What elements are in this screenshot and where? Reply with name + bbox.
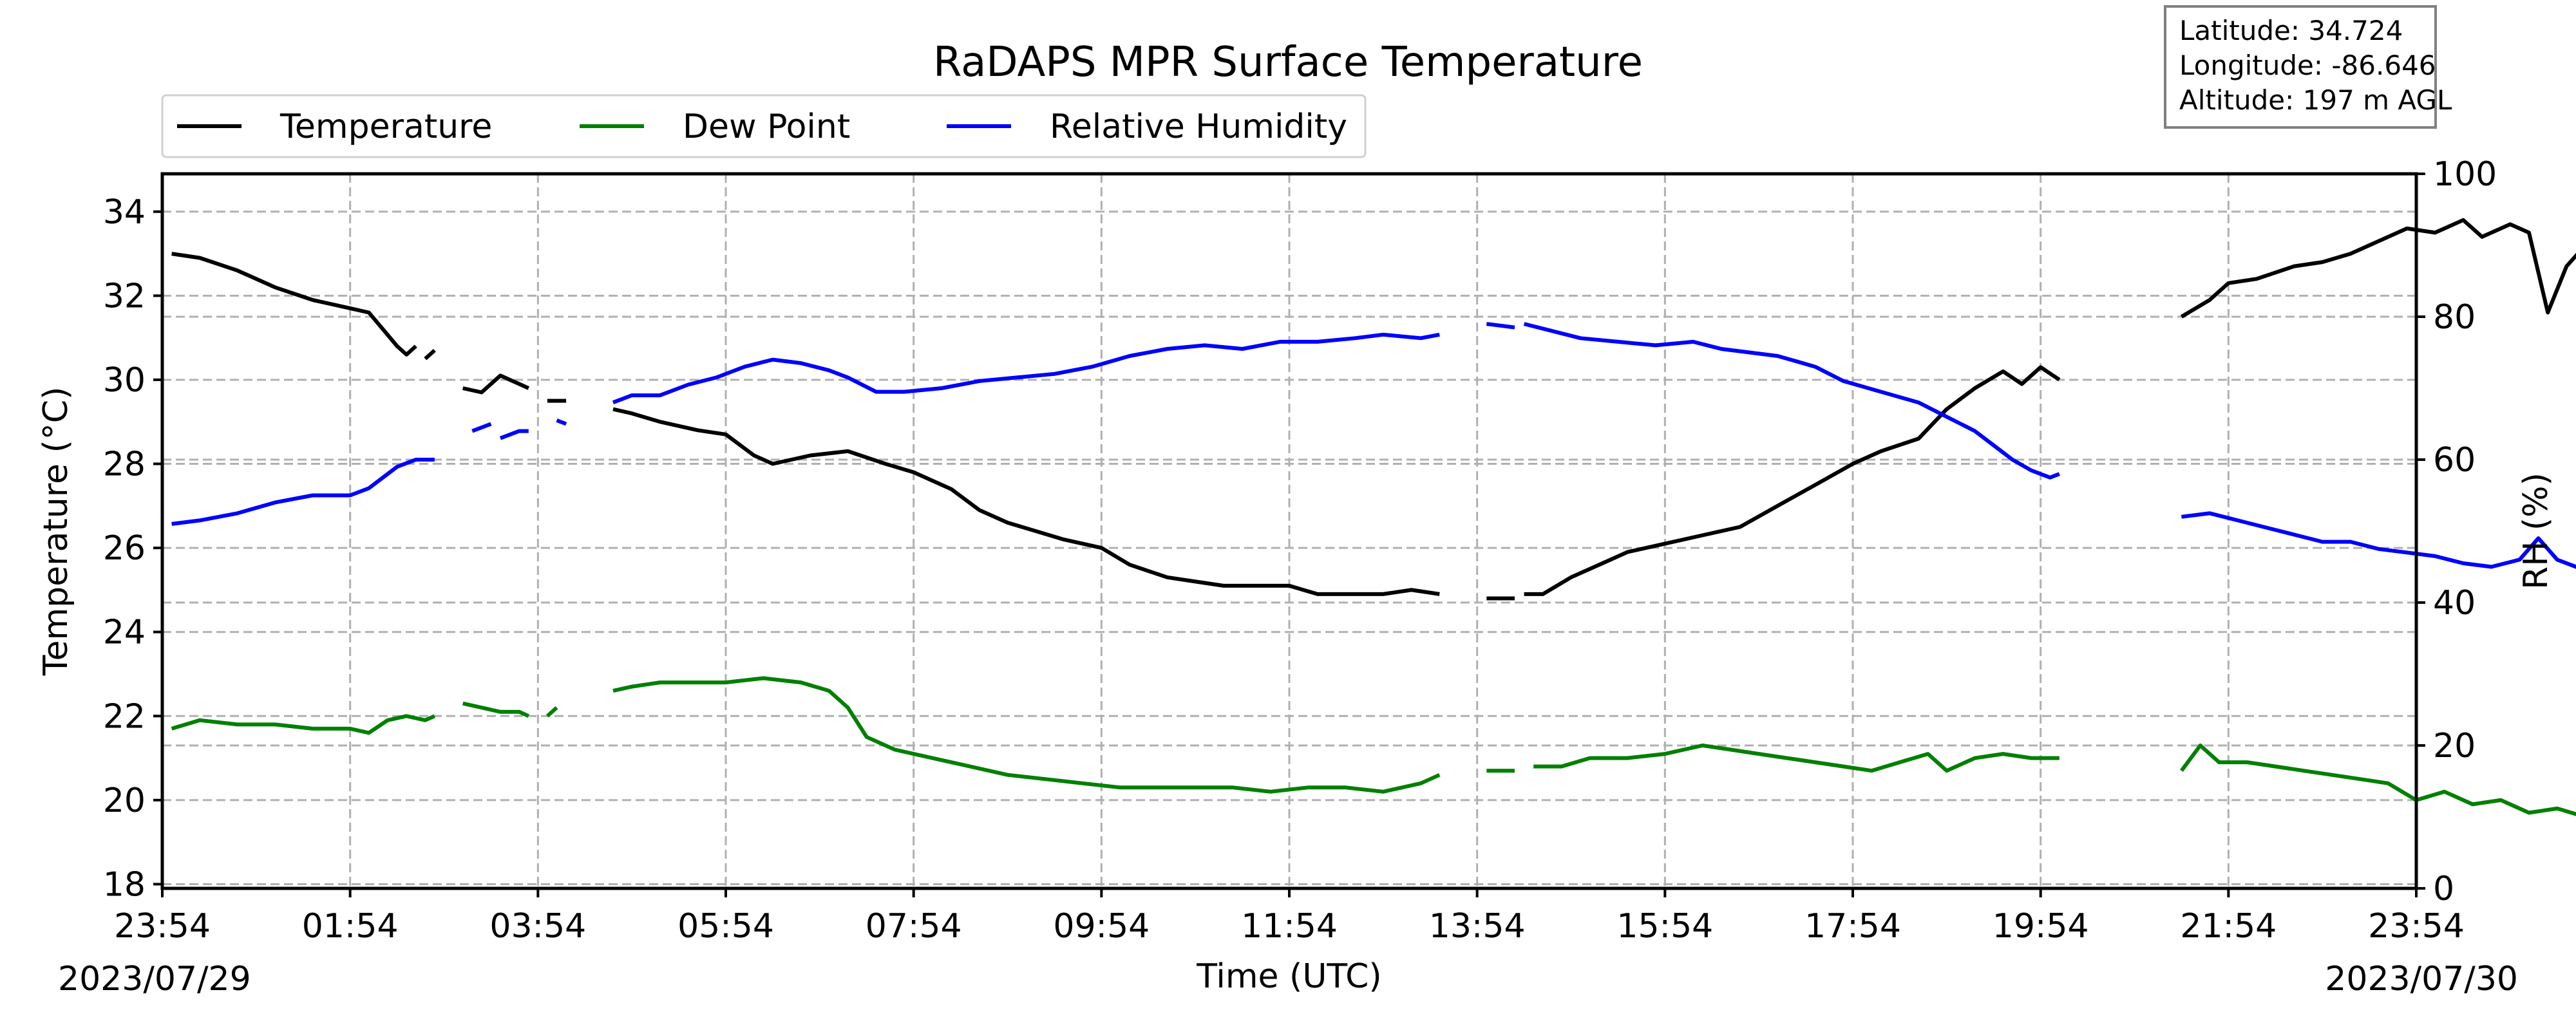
temperature-line [462, 373, 530, 395]
latitude-text: Latitude: 34.724 [2179, 15, 2403, 46]
x-tick-label: 21:54 [2180, 907, 2277, 946]
longitude-text: Longitude: -86.646 [2179, 50, 2436, 81]
altitude-text: Altitude: 197 m AGL [2179, 84, 2452, 116]
relative-humidity-line [1523, 322, 2060, 480]
relative-humidity-line [499, 429, 529, 440]
y-tick-label-left: 34 [103, 193, 146, 232]
y-tick-label-right: 0 [2433, 870, 2454, 908]
info-box-frame [2164, 5, 2437, 129]
x-tick-label: 23:54 [114, 907, 211, 946]
series-relative-humidity [171, 322, 2576, 569]
x-tick-label: 23:54 [2368, 907, 2465, 946]
legend-items: Temperature Dew Point Relative Humidity [177, 108, 1347, 146]
dew-point-line [2179, 744, 2576, 816]
x-tick-label: 03:54 [489, 907, 586, 946]
y-tick-label-left: 24 [103, 613, 146, 652]
dew-point-line [171, 714, 436, 735]
grid [162, 173, 2416, 890]
temperature-line [612, 407, 1440, 596]
temperature-line [424, 348, 436, 360]
dew-point-line [612, 676, 1441, 794]
y-tick-label-right: 40 [2433, 584, 2476, 623]
x-tick-label: 19:54 [1993, 907, 2089, 946]
temperature-line [2180, 218, 2576, 319]
x-tick-label: 17:54 [1804, 907, 1901, 946]
y-tick-label-left: 32 [103, 277, 146, 315]
legend: Temperature Dew Point Relative Humidity [161, 94, 1367, 158]
x-tick-label: 13:54 [1429, 907, 1526, 946]
legend-label-dew-point: Dew Point [683, 108, 850, 146]
y-tick-label-left: 22 [103, 697, 146, 736]
x-tick-label: 09:54 [1053, 907, 1150, 946]
relative-humidity-line [171, 458, 435, 526]
x-tick-label: 05:54 [677, 907, 774, 946]
y-tick-label-right: 60 [2433, 441, 2476, 480]
chart-title: RaDAPS MPR Surface Temperature [933, 39, 1643, 86]
series-layer [171, 218, 2576, 816]
x-tick-label: 07:54 [866, 907, 962, 946]
relative-humidity-line [612, 332, 1440, 405]
date-end-label: 2023/07/30 [2325, 960, 2518, 998]
temperature-line [171, 252, 417, 357]
x-tick-label: 15:54 [1616, 907, 1713, 946]
x-tick-label: 11:54 [1241, 907, 1338, 946]
y-tick-label-left: 30 [103, 361, 146, 400]
y-tick-label-left: 18 [103, 865, 146, 904]
y-tick-label-left: 28 [103, 445, 146, 484]
temperature-line [1524, 365, 2061, 596]
legend-label-temperature: Temperature [279, 108, 492, 146]
axis-ticks: 23:54 01:54 03:54 05:54 07:54 09:54 11:54 13:54… [103, 155, 2497, 946]
x-axis-label: Time (UTC) [1196, 957, 1381, 996]
y-tick-label-left: 26 [103, 529, 146, 568]
y-tick-label-left: 20 [103, 782, 146, 820]
y-tick-label-right: 100 [2433, 155, 2497, 194]
relative-humidity-line [556, 418, 567, 426]
date-start-label: 2023/07/29 [58, 960, 251, 998]
y-tick-label-right: 80 [2433, 298, 2476, 337]
dew-point-line [462, 701, 530, 718]
relative-humidity-line [471, 422, 492, 433]
y-tick-label-right: 20 [2433, 727, 2476, 765]
legend-label-relative-humidity: Relative Humidity [1050, 108, 1347, 146]
relative-humidity-line [2181, 511, 2576, 569]
x-tick-label: 01:54 [302, 907, 399, 946]
y-axis-label-left: Temperature (°C) [37, 387, 75, 677]
relative-humidity-line [1486, 322, 1515, 330]
dew-point-line [1533, 744, 2060, 773]
series-dew-point [171, 676, 2576, 816]
legend-box [161, 94, 1367, 158]
series-temperature [171, 218, 2576, 601]
location-info-box: Latitude: 34.724 Longitude: -86.646 Alti… [2164, 5, 2452, 129]
dew-point-line [545, 706, 558, 718]
y-axis-label-right: RH (%) [2517, 473, 2555, 590]
